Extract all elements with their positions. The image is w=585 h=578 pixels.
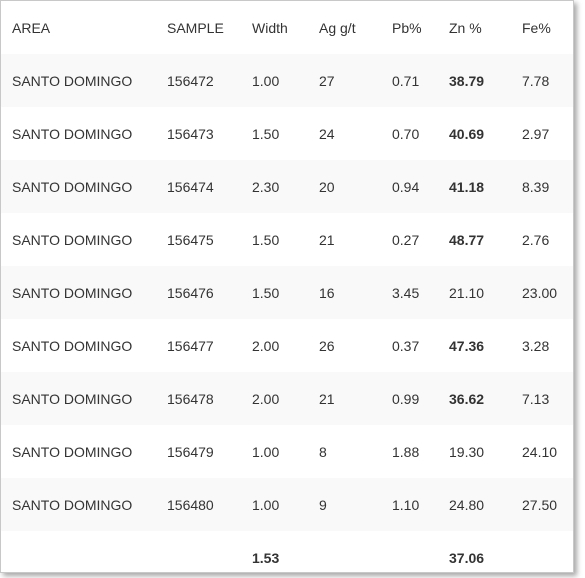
cell-area: SANTO DOMINGO [1,160,167,213]
table-row: SANTO DOMINGO 156476 1.50 16 3.45 21.10 23.00 [1,266,573,319]
cell-pb: 0.27 [392,213,449,266]
cell-width: 1.50 [252,266,319,319]
totals-zn: 37.06 [449,531,522,572]
cell-area: SANTO DOMINGO [1,372,167,425]
cell-fe: 23.00 [522,266,573,319]
table-row: SANTO DOMINGO 156477 2.00 26 0.37 47.36 3.28 [1,319,573,372]
header-area: AREA [12,19,51,36]
cell-sample: 156476 [167,266,252,319]
cell-zn: 24.80 [449,478,522,531]
cell-fe: 7.78 [522,54,573,107]
cell-ag: 26 [319,319,392,372]
totals-fe-cell [522,531,573,572]
cell-width: 2.00 [252,319,319,372]
cell-ag: 27 [319,54,392,107]
table-frame: AREA SAMPLE Width Ag g/t Pb% Zn % Fe% SA… [0,0,574,573]
cell-ag: 24 [319,107,392,160]
cell-zn: 19.30 [449,425,522,478]
totals-width: 1.53 [252,531,319,572]
totals-sample-cell [167,531,252,572]
cell-fe: 27.50 [522,478,573,531]
cell-area: SANTO DOMINGO [1,266,167,319]
cell-area: SANTO DOMINGO [1,54,167,107]
cell-zn: 21.10 [449,266,522,319]
header-sample: SAMPLE [167,19,224,36]
cell-zn: 36.62 [449,372,522,425]
table-row: SANTO DOMINGO 156478 2.00 21 0.99 36.62 7.13 [1,372,573,425]
cell-zn: 38.79 [449,54,522,107]
table-row: SANTO DOMINGO 156475 1.50 21 0.27 48.77 2.76 [1,213,573,266]
header-zn: Zn % [449,19,482,36]
cell-width: 2.30 [252,160,319,213]
cell-fe: 7.13 [522,372,573,425]
cell-area: SANTO DOMINGO [1,478,167,531]
header-pb: Pb% [392,19,422,36]
table-row: SANTO DOMINGO 156479 1.00 8 1.88 19.30 24.10 [1,425,573,478]
totals-ag-cell [319,531,392,572]
table-row: SANTO DOMINGO 156474 2.30 20 0.94 41.18 8.39 [1,160,573,213]
header-fe: Fe% [522,19,551,36]
totals-row: 1.53 37.06 [1,531,573,572]
cell-fe: 3.28 [522,319,573,372]
cell-fe: 2.97 [522,107,573,160]
cell-sample: 156474 [167,160,252,213]
cell-width: 1.50 [252,107,319,160]
cell-ag: 9 [319,478,392,531]
cell-pb: 3.45 [392,266,449,319]
cell-width: 1.00 [252,478,319,531]
cell-ag: 16 [319,266,392,319]
cell-sample: 156479 [167,425,252,478]
cell-width: 1.00 [252,54,319,107]
cell-ag: 21 [319,372,392,425]
cell-zn: 41.18 [449,160,522,213]
cell-pb: 0.71 [392,54,449,107]
cell-area: SANTO DOMINGO [1,107,167,160]
cell-width: 2.00 [252,372,319,425]
totals-area-cell [1,531,167,572]
cell-pb: 1.88 [392,425,449,478]
table-row: SANTO DOMINGO 156473 1.50 24 0.70 40.69 2.97 [1,107,573,160]
cell-ag: 8 [319,425,392,478]
cell-sample: 156478 [167,372,252,425]
cell-pb: 0.99 [392,372,449,425]
cell-fe: 8.39 [522,160,573,213]
cell-sample: 156475 [167,213,252,266]
header-row: AREA SAMPLE Width Ag g/t Pb% Zn % Fe% [1,1,573,54]
header-width: Width [252,19,288,36]
cell-fe: 24.10 [522,425,573,478]
totals-pb-cell [392,531,449,572]
cell-pb: 0.37 [392,319,449,372]
assay-results-table: AREA SAMPLE Width Ag g/t Pb% Zn % Fe% SA… [1,1,573,572]
cell-sample: 156473 [167,107,252,160]
cell-area: SANTO DOMINGO [1,319,167,372]
cell-zn: 47.36 [449,319,522,372]
table-row: SANTO DOMINGO 156480 1.00 9 1.10 24.80 27.50 [1,478,573,531]
cell-sample: 156480 [167,478,252,531]
cell-area: SANTO DOMINGO [1,213,167,266]
cell-pb: 0.94 [392,160,449,213]
cell-pb: 0.70 [392,107,449,160]
cell-ag: 20 [319,160,392,213]
header-ag: Ag g/t [319,19,356,36]
table-row: SANTO DOMINGO 156472 1.00 27 0.71 38.79 7.78 [1,54,573,107]
cell-sample: 156472 [167,54,252,107]
cell-fe: 2.76 [522,213,573,266]
cell-zn: 40.69 [449,107,522,160]
cell-zn: 48.77 [449,213,522,266]
cell-area: SANTO DOMINGO [1,425,167,478]
cell-width: 1.00 [252,425,319,478]
cell-ag: 21 [319,213,392,266]
cell-width: 1.50 [252,213,319,266]
cell-sample: 156477 [167,319,252,372]
cell-pb: 1.10 [392,478,449,531]
